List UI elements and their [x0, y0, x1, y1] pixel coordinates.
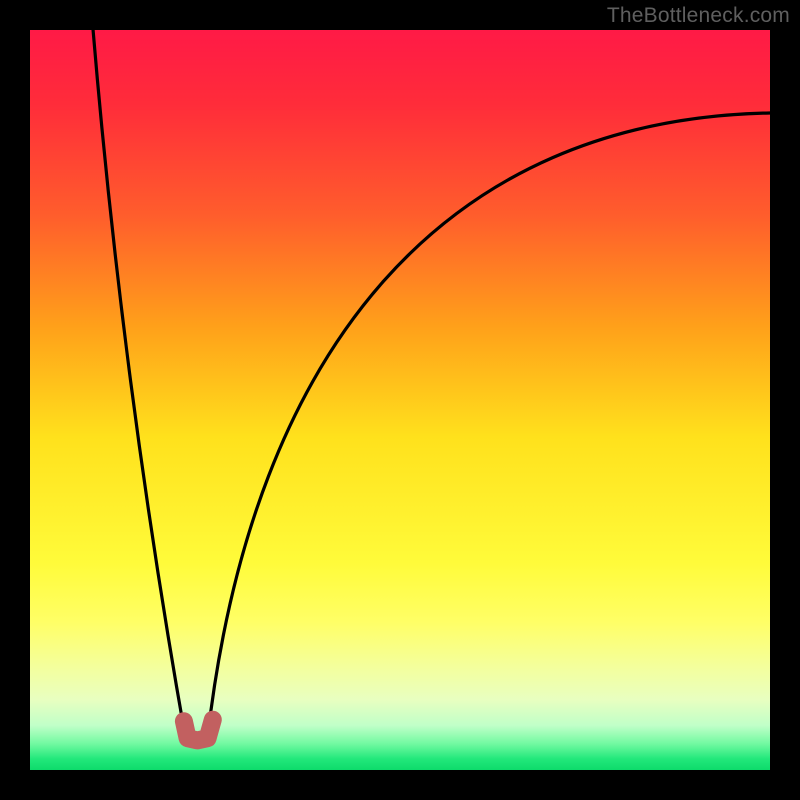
bottleneck-curve-chart — [0, 0, 800, 800]
watermark-text: TheBottleneck.com — [607, 4, 790, 28]
gradient-background — [30, 30, 770, 770]
chart-frame: TheBottleneck.com — [0, 0, 800, 800]
